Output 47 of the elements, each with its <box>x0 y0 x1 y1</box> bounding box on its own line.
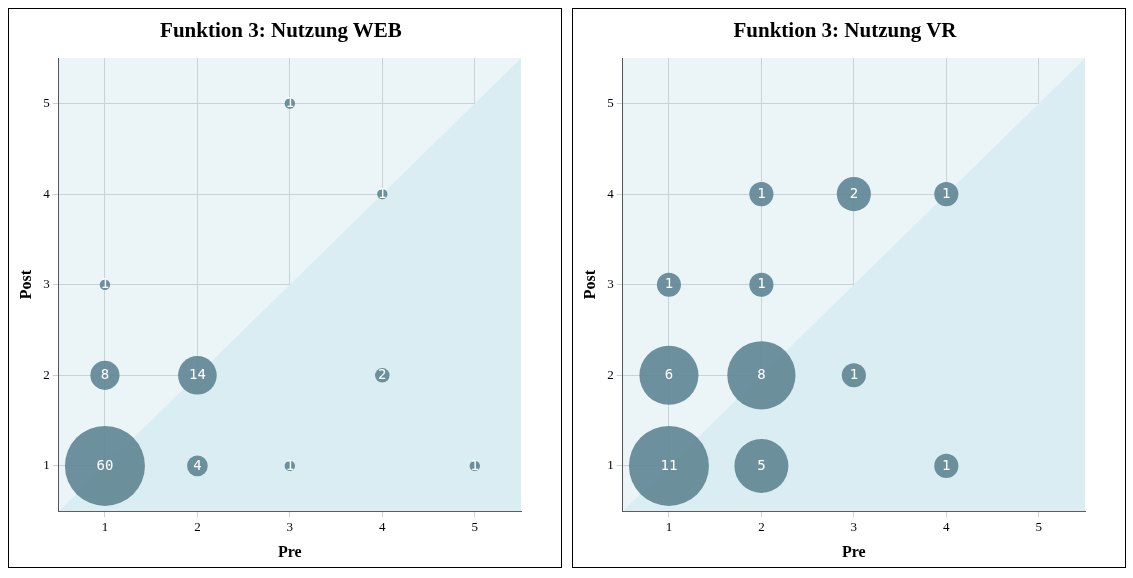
x-tick-label: 2 <box>758 519 765 535</box>
y-tick-label: 2 <box>43 366 50 382</box>
y-tick-label: 5 <box>607 94 614 110</box>
annotation: 1 <box>100 275 110 292</box>
y-tick-label: 3 <box>43 276 50 292</box>
annotation: 1 <box>285 94 295 111</box>
annotation: 1 <box>849 365 859 382</box>
annotation: 1 <box>757 184 766 201</box>
y-tick-label: 1 <box>43 457 50 473</box>
annotation: 11 <box>660 456 678 473</box>
x-tick-label: 5 <box>471 519 479 535</box>
annotation: 8 <box>757 365 766 382</box>
y-tick-label: 2 <box>607 366 614 382</box>
x-tick-label: 2 <box>194 519 201 535</box>
chart-title: Funktion 3: Nutzung WEB <box>160 18 402 43</box>
y-axis-title: Post <box>16 269 34 300</box>
x-tick-label: 1 <box>101 519 109 535</box>
x-tick-label: 4 <box>379 519 387 535</box>
y-tick-label: 4 <box>607 185 615 201</box>
x-axis-title: Pre <box>278 542 302 560</box>
annotation: 1 <box>757 275 766 292</box>
y-tick-label: 3 <box>607 276 614 292</box>
annotation: 1 <box>470 456 479 473</box>
annotation: 8 <box>100 365 110 382</box>
annotation: 1 <box>942 184 951 201</box>
y-axis-title: Post <box>580 269 598 300</box>
annotation: 5 <box>757 456 766 473</box>
annotation: 1 <box>664 275 674 292</box>
y-tick-label: 5 <box>43 94 50 110</box>
annotation: 4 <box>193 456 202 473</box>
x-tick-label: 4 <box>943 519 951 535</box>
x-tick-label: 3 <box>850 519 858 535</box>
chart-title: Funktion 3: Nutzung VR <box>733 18 958 43</box>
x-axis-title: Pre <box>842 542 866 560</box>
x-tick-label: 3 <box>286 519 294 535</box>
x-tick-label: 1 <box>665 519 673 535</box>
annotation: 1 <box>378 184 387 201</box>
x-tick-label: 5 <box>1035 519 1043 535</box>
y-tick-label: 1 <box>607 457 614 473</box>
y-tick-label: 4 <box>43 185 51 201</box>
annotation: 6 <box>664 365 674 382</box>
annotation: 1 <box>942 456 951 473</box>
annotation: 2 <box>849 184 859 201</box>
annotation: 60 <box>96 456 114 473</box>
annotation: 1 <box>285 456 295 473</box>
annotation: 2 <box>378 365 387 382</box>
annotation: 14 <box>188 365 206 382</box>
